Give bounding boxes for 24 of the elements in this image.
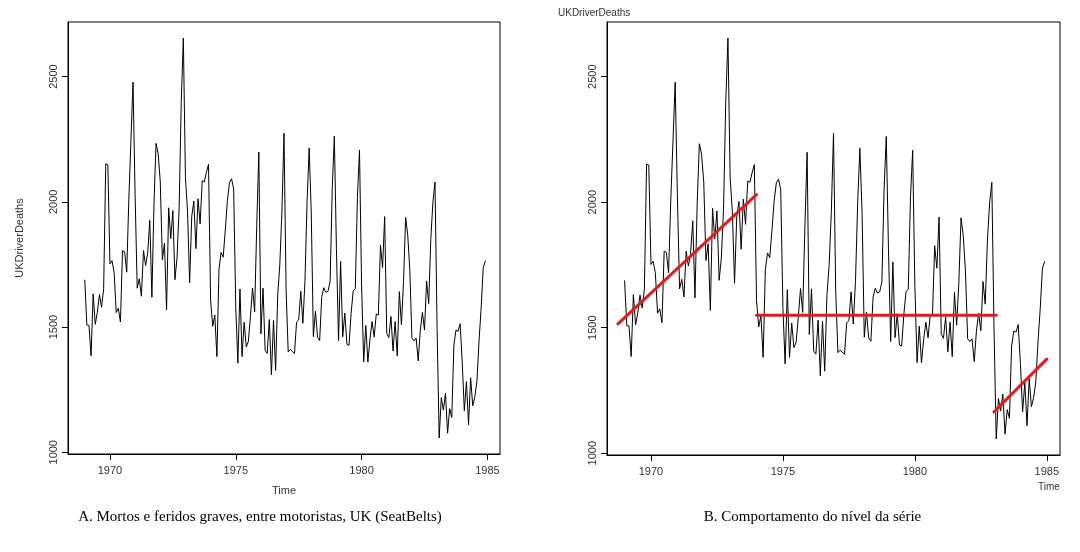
- text: A. Mortos e feridos graves, entre motoristas, UK (SeatBelts): [77, 508, 443, 525]
- y-tick-label: 2500: [585, 64, 598, 89]
- x-tick-label: 1970: [638, 464, 664, 477]
- x-tick-label: 1980: [349, 463, 374, 476]
- x-tick-label: 1975: [770, 464, 796, 477]
- x-tick-label: 1975: [223, 463, 249, 476]
- y-tick-label: 2000: [46, 189, 59, 215]
- y-tick-label: 1500: [46, 314, 59, 340]
- y-tick-label: 1000: [46, 440, 59, 465]
- x-tick-label: 1985: [475, 463, 500, 476]
- x-tick-label: 1980: [902, 464, 928, 477]
- text: B. Comportamento do nível da série: [702, 508, 923, 525]
- y-tick-label: 1500: [585, 315, 598, 340]
- y-tick-label: 2000: [585, 189, 598, 215]
- y-axis-title: UKDriverDeaths: [12, 197, 25, 278]
- x-tick-label: 1985: [1034, 464, 1060, 477]
- y-tick-label: 2500: [46, 64, 59, 89]
- line-series: [84, 37, 486, 439]
- line-series: [624, 37, 1046, 440]
- x-axis-title: Time: [1038, 480, 1061, 492]
- y-tick-label: 1000: [585, 441, 598, 466]
- chart-title: UKDriverDeaths: [558, 6, 631, 18]
- x-tick-label: 1970: [97, 463, 123, 476]
- x-axis-title: Time: [271, 483, 297, 496]
